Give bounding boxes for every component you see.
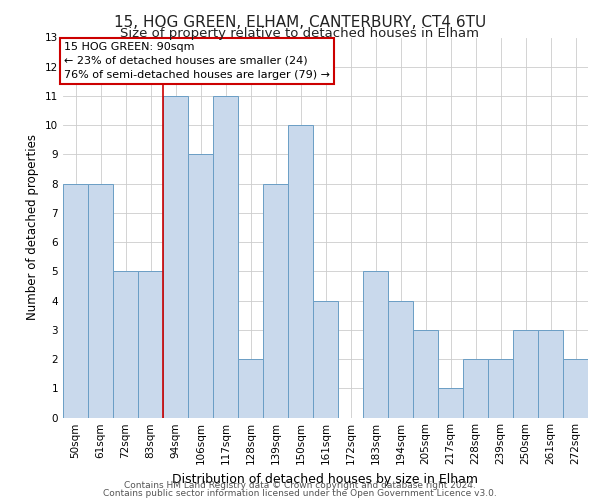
Bar	[438, 388, 463, 418]
Y-axis label: Number of detached properties: Number of detached properties	[26, 134, 40, 320]
Bar	[413, 330, 438, 418]
Bar	[63, 184, 88, 418]
Text: 15, HOG GREEN, ELHAM, CANTERBURY, CT4 6TU: 15, HOG GREEN, ELHAM, CANTERBURY, CT4 6T…	[114, 15, 486, 30]
Bar	[563, 359, 588, 418]
Bar	[88, 184, 113, 418]
Bar	[513, 330, 538, 418]
Bar	[238, 359, 263, 418]
Bar	[388, 300, 413, 418]
Bar	[263, 184, 288, 418]
Bar	[188, 154, 213, 418]
Text: Contains HM Land Registry data © Crown copyright and database right 2024.: Contains HM Land Registry data © Crown c…	[124, 481, 476, 490]
Bar	[138, 272, 163, 418]
Bar	[463, 359, 488, 418]
Bar	[288, 125, 313, 418]
Bar	[113, 272, 138, 418]
Text: Contains public sector information licensed under the Open Government Licence v3: Contains public sector information licen…	[103, 488, 497, 498]
Bar	[363, 272, 388, 418]
Text: Size of property relative to detached houses in Elham: Size of property relative to detached ho…	[121, 28, 479, 40]
X-axis label: Distribution of detached houses by size in Elham: Distribution of detached houses by size …	[173, 473, 479, 486]
Text: 15 HOG GREEN: 90sqm
← 23% of detached houses are smaller (24)
76% of semi-detach: 15 HOG GREEN: 90sqm ← 23% of detached ho…	[64, 42, 330, 80]
Bar	[488, 359, 513, 418]
Bar	[213, 96, 238, 418]
Bar	[163, 96, 188, 418]
Bar	[313, 300, 338, 418]
Bar	[538, 330, 563, 418]
